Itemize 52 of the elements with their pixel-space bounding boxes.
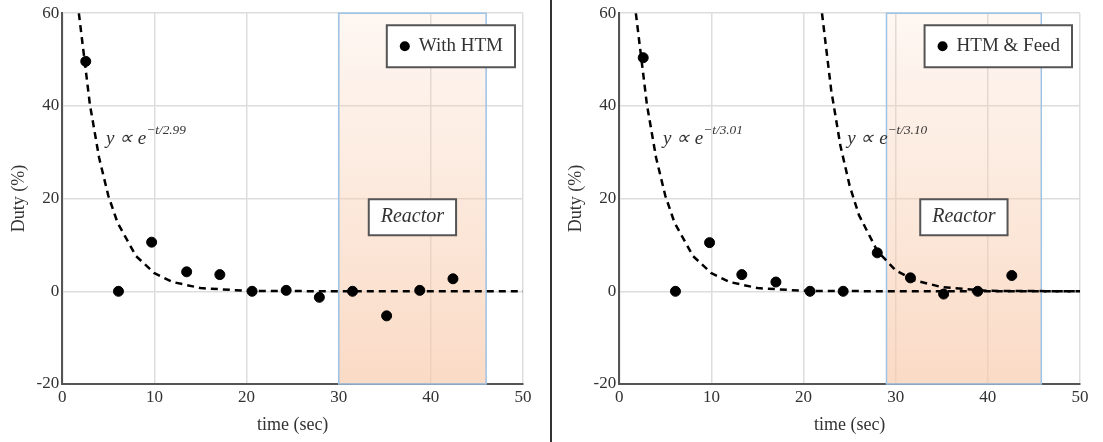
point	[871, 247, 883, 259]
x-tick-label: 50	[514, 386, 532, 406]
x-axis-title: time (sec)	[813, 413, 886, 435]
point	[972, 285, 984, 297]
y-tick-label: 20	[599, 188, 617, 208]
band-label: Reactor	[931, 204, 996, 227]
point	[112, 285, 124, 297]
y-tick-label: -20	[593, 373, 617, 393]
y-axis-title: Duty (%)	[564, 164, 586, 233]
point	[704, 237, 716, 249]
point	[214, 269, 226, 281]
y-axis-title: Duty (%)	[7, 164, 29, 233]
x-tick-label: 30	[887, 386, 905, 406]
x-axis-title: time (sec)	[256, 413, 329, 435]
y-tick-label: 40	[42, 95, 60, 115]
point	[770, 276, 782, 288]
band-label: Reactor	[379, 204, 445, 227]
x-tick-label: 10	[145, 386, 163, 406]
point	[669, 285, 681, 297]
x-tick-label: 30	[330, 386, 348, 406]
point	[414, 284, 426, 296]
y-tick-label: 60	[599, 2, 617, 22]
point	[904, 272, 916, 284]
point	[637, 52, 649, 64]
y-tick-label: -20	[36, 373, 60, 393]
point	[837, 285, 849, 297]
x-tick-label: 20	[238, 386, 256, 406]
y-tick-label: 0	[50, 280, 60, 300]
legend-label: With HTM	[418, 34, 504, 56]
point	[447, 273, 459, 285]
legend-label: HTM & Feed	[956, 34, 1061, 56]
y-tick-label: 60	[42, 2, 60, 22]
point	[313, 291, 325, 303]
point	[80, 55, 92, 67]
x-tick-label: 40	[422, 386, 440, 406]
point	[736, 269, 748, 281]
x-tick-label: 50	[1071, 386, 1089, 406]
point	[381, 310, 393, 322]
point	[804, 285, 816, 297]
point	[146, 236, 158, 248]
point	[181, 266, 193, 278]
point	[1006, 270, 1018, 282]
point	[280, 284, 292, 296]
y-tick-label: 0	[607, 280, 617, 300]
point	[347, 285, 359, 297]
x-tick-label: 20	[795, 386, 813, 406]
x-tick-label: 40	[979, 386, 997, 406]
y-tick-label: 20	[42, 188, 60, 208]
point	[938, 288, 950, 300]
y-tick-label: 40	[599, 95, 617, 115]
point	[246, 285, 258, 297]
x-tick-label: 10	[702, 386, 720, 406]
